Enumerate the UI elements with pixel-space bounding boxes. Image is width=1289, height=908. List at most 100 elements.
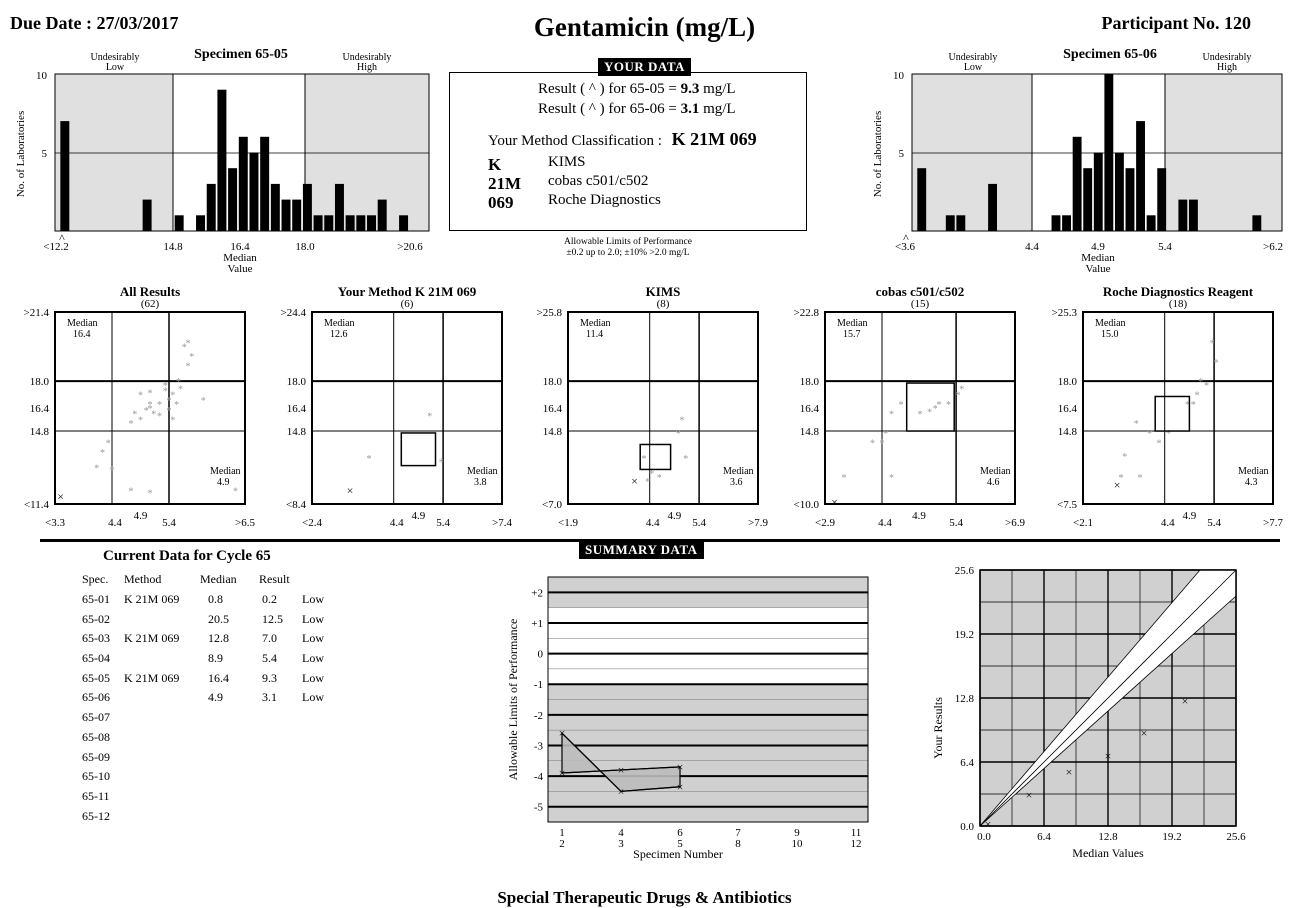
- histogram-bar: [367, 215, 376, 231]
- specimen-label: Specimen 65-06: [1063, 47, 1157, 62]
- lab-point: *: [889, 410, 894, 421]
- lab-point: *: [148, 404, 153, 415]
- xtick: 4.9: [912, 510, 926, 522]
- lab-point: *: [186, 339, 191, 350]
- table-cell: Low: [302, 631, 324, 646]
- lab-point: *: [176, 377, 181, 388]
- specimen-label: Specimen 65-05: [194, 47, 288, 62]
- lab-point: *: [170, 415, 175, 426]
- xtick: 6.4: [1037, 831, 1051, 843]
- xtick: 4.4: [1025, 241, 1039, 253]
- acceptable-box: [905, 382, 955, 432]
- lab-point: *: [157, 400, 162, 411]
- median-y-value: 15.0: [1101, 329, 1119, 340]
- xtick: 4.4: [390, 517, 404, 529]
- identity-line: [979, 569, 1237, 827]
- acceptable-box: [639, 443, 672, 471]
- table-cell: 12.5: [262, 611, 283, 626]
- panel-count: (6): [401, 298, 414, 310]
- results-vs-median-chart: 0.0 6.4 12.8 19.2 25.6 0.0 6.4 12.8 19.2 25.6 Medi…: [931, 565, 1246, 860]
- table-cell: K 21M 069: [124, 592, 180, 606]
- lab-point: *: [178, 385, 183, 396]
- xtick: 25.6: [1226, 831, 1246, 843]
- lab-point: *: [657, 473, 662, 484]
- lab-point: *: [1210, 339, 1215, 350]
- xtick: 4.4: [1161, 517, 1175, 529]
- ytick: >22.8: [794, 307, 820, 319]
- ytick: 0: [538, 649, 544, 661]
- xtick: 12: [851, 838, 862, 850]
- lab-point: *: [1147, 429, 1152, 440]
- histogram-bar: [174, 215, 184, 231]
- histogram-bar: [945, 215, 955, 231]
- lab-point: *: [937, 400, 942, 411]
- lab-point: *: [899, 400, 904, 411]
- table-cell: 65-05: [82, 670, 110, 685]
- panel-title: cobas c501/c502: [876, 284, 964, 299]
- result-65-05: Result ( ^ ) for 65-05 = 9.3 mg/L: [538, 81, 736, 97]
- ytick: 16.4: [1058, 403, 1078, 415]
- histogram-bar: [1125, 168, 1135, 231]
- acceptable-box: [400, 432, 437, 467]
- xtick: 5: [677, 838, 683, 850]
- ytick: 12.8: [955, 693, 975, 705]
- xtick: 5.4: [949, 517, 963, 529]
- lab-point: *: [683, 454, 688, 465]
- lab-point: *: [148, 388, 153, 399]
- table-cell: 65-04: [82, 651, 110, 666]
- table-cell: Low: [302, 592, 324, 606]
- histogram-bar: [1157, 168, 1167, 231]
- median-y-value: 16.4: [73, 329, 91, 340]
- ytick: 14.8: [800, 426, 820, 438]
- xtick: 2: [559, 838, 565, 850]
- table-cell: 12.8: [208, 631, 229, 646]
- lab-point: *: [174, 400, 179, 411]
- xtick: >6.9: [1005, 517, 1025, 529]
- xtick: 19.2: [1162, 831, 1181, 843]
- histogram-bar: [334, 183, 344, 231]
- xtick: 4.4: [646, 517, 660, 529]
- histogram-bar: [988, 183, 997, 231]
- lab-point: *: [1134, 419, 1139, 430]
- xtick: >7.4: [492, 517, 512, 529]
- ytick: 5: [42, 148, 48, 160]
- histogram-bar: [292, 199, 302, 231]
- histogram-bar: [1178, 199, 1188, 231]
- lab-point: *: [956, 390, 961, 401]
- table-cell: K 21M 069: [124, 631, 180, 646]
- lab-point: *: [167, 396, 172, 407]
- ytick: >25.8: [537, 307, 563, 319]
- your-result-point: ×: [631, 474, 638, 488]
- result-point: ×: [1105, 749, 1112, 763]
- histogram-bar: [399, 215, 409, 231]
- lab-point: *: [1198, 377, 1203, 388]
- xtick: 5.4: [162, 517, 176, 529]
- youden-plot: Roche Diagnostics Reagent(18) >25.3 18.0 16…: [1052, 284, 1284, 529]
- lab-point: *: [642, 454, 647, 465]
- ytick: >25.3: [1052, 307, 1078, 319]
- histogram-bar: [377, 199, 387, 231]
- xtick: 4.9: [1183, 510, 1197, 522]
- lab-point: *: [151, 410, 156, 421]
- ytick: 16.4: [543, 403, 563, 415]
- low-label: Undesirably Low: [949, 52, 998, 73]
- ytick: 10: [36, 70, 48, 82]
- lab-point: *: [182, 342, 187, 353]
- lab-point: *: [1119, 473, 1124, 484]
- your-result-point: ×: [347, 484, 354, 498]
- ytick: -4: [534, 771, 544, 783]
- ytick: 14.8: [287, 426, 307, 438]
- lab-point: *: [889, 473, 894, 484]
- histogram-bar: [1083, 168, 1093, 231]
- youden-plot: Your Method K 21M 069(6) >24.4 18.0 16.4 14.…: [281, 284, 513, 529]
- ytick: 18.0: [30, 376, 50, 388]
- xtick: 16.4: [230, 241, 250, 253]
- lab-point: *: [880, 438, 885, 449]
- ytick: <7.5: [1057, 499, 1077, 511]
- result-point: ×: [1141, 726, 1148, 740]
- histogram-bar: [142, 199, 152, 231]
- x-axis-label: Specimen Number: [633, 847, 723, 861]
- histogram-bar: [356, 215, 366, 231]
- median-y-label: Median: [67, 318, 98, 329]
- histogram-65-06: Undesirably Low Specimen 65-06 Undesirabl…: [872, 47, 1283, 275]
